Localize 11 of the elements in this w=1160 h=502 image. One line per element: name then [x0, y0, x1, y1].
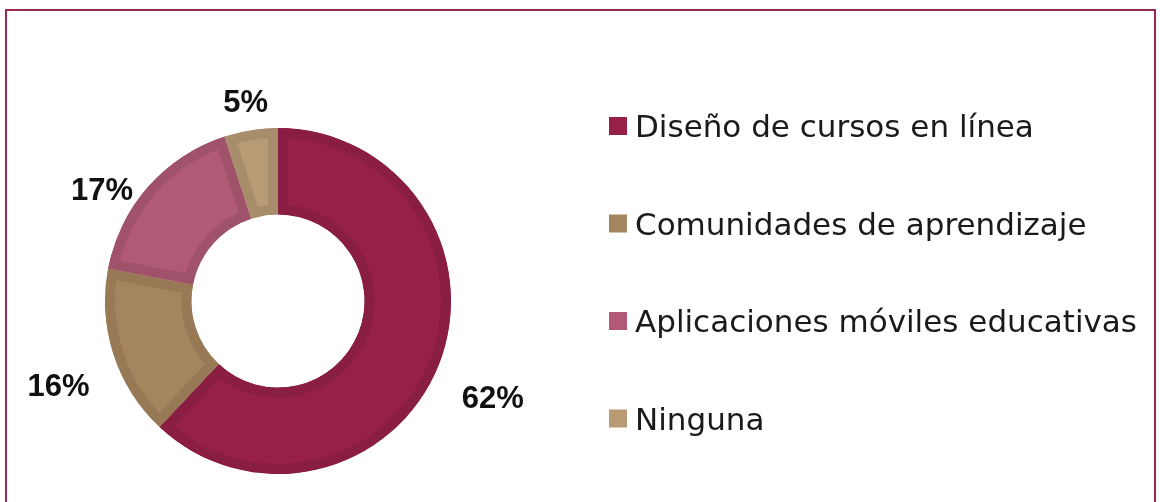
legend-label: Diseño de cursos en línea: [635, 108, 1034, 144]
data-label: 16%: [27, 368, 90, 404]
donut-slice: [105, 268, 219, 428]
legend-label: Comunidades de aprendizaje: [635, 205, 1087, 242]
data-label: 62%: [461, 380, 524, 416]
donut-slice: [224, 128, 278, 219]
data-label: 17%: [70, 171, 133, 207]
legend-label: Aplicaciones móviles educativas: [635, 303, 1138, 339]
donut-slice: [159, 128, 451, 474]
data-label: 5%: [223, 83, 268, 119]
legend-label: Ninguna: [635, 400, 765, 437]
